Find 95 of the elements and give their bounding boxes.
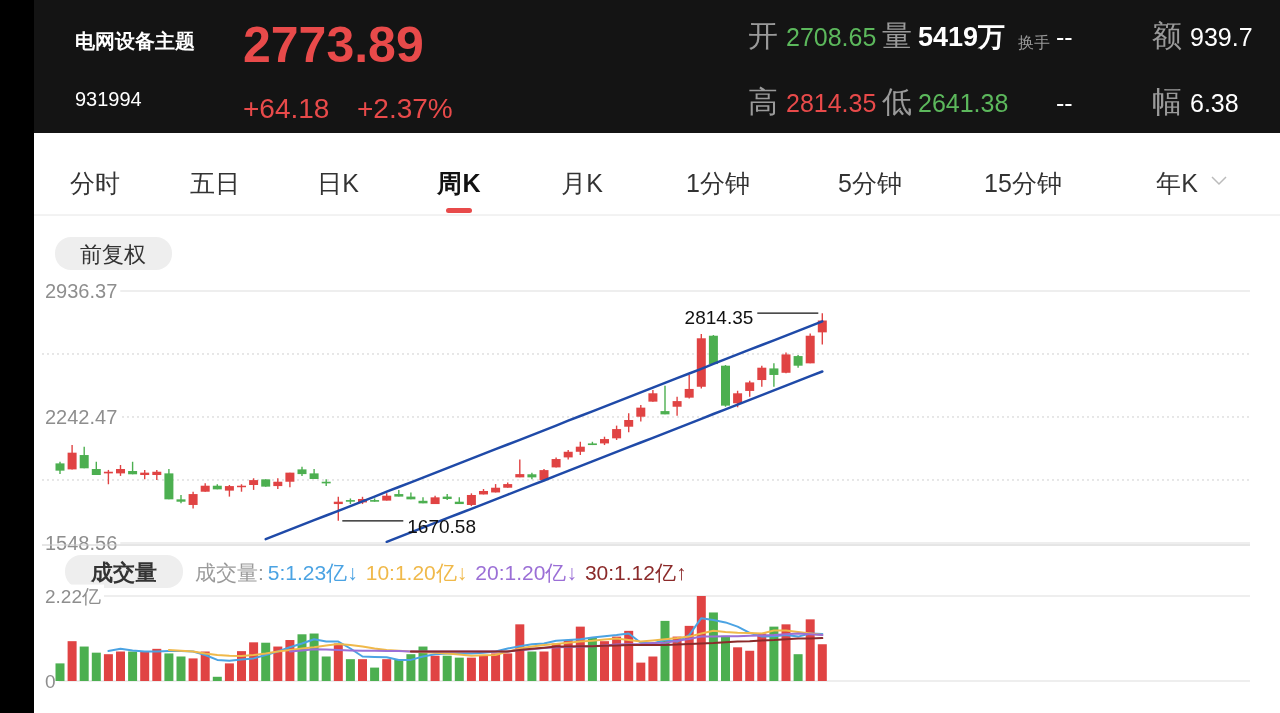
bar (479, 654, 488, 681)
text: 15分钟 (984, 169, 1062, 197)
bar (128, 651, 138, 681)
bar (745, 650, 755, 681)
bar (321, 656, 331, 681)
text: 5分钟 (838, 169, 902, 197)
text: 5419万 (918, 22, 1006, 52)
text: 2641.38 (918, 89, 1009, 117)
bar (454, 657, 464, 681)
candlestick (769, 362, 779, 388)
candlestick (672, 396, 682, 417)
line-series (107, 617, 824, 662)
text: 931994 (75, 88, 142, 110)
candlestick (660, 384, 670, 416)
text: 日K (317, 169, 360, 197)
bar (466, 657, 476, 681)
bar (55, 663, 65, 681)
bar (370, 667, 380, 681)
text: 2773.89 (243, 17, 424, 73)
bar (91, 652, 101, 681)
bar (648, 656, 658, 681)
legend-title: 成交量: (195, 561, 264, 584)
bar (442, 655, 452, 681)
text: 2814.35 (786, 89, 877, 117)
bar (805, 619, 815, 681)
candlestick (273, 477, 283, 490)
text: 分时 (70, 169, 120, 197)
y-tick-label: 1548.56 (45, 532, 118, 554)
bar (140, 651, 150, 681)
y-tick-label: 2242.47 (45, 406, 118, 428)
bar (188, 658, 198, 681)
bar (273, 646, 283, 681)
y-tick-label: 2.22亿 (45, 585, 101, 607)
line-series (385, 370, 824, 544)
text: 开 (748, 19, 778, 52)
bar (212, 676, 222, 681)
bar (224, 663, 234, 681)
text: +2.37% (357, 93, 453, 124)
text: 5:1.23亿↓ (267, 561, 358, 584)
text: 高 (748, 85, 778, 118)
bar (491, 653, 501, 681)
bar (152, 648, 162, 681)
line-series (409, 637, 824, 653)
bar (503, 653, 513, 681)
text: 前复权 (80, 242, 146, 267)
text: 额 (1152, 19, 1182, 52)
bar (358, 659, 367, 681)
text: 30:1.12亿↑ (584, 561, 687, 584)
text: -- (1056, 89, 1073, 117)
bar (721, 635, 730, 681)
bar (636, 662, 646, 681)
chart-title: 成交量 (90, 560, 157, 585)
bar (176, 656, 186, 681)
annotation: 2814.35 (684, 307, 754, 329)
bar (67, 641, 77, 681)
text: 2708.65 (786, 23, 877, 51)
text: 低 (882, 85, 912, 118)
candlestick (624, 412, 634, 434)
bar (793, 654, 803, 681)
text: 1分钟 (686, 169, 750, 197)
text: 量 (882, 19, 912, 52)
text: 月K (561, 169, 604, 197)
bar (394, 659, 404, 681)
bar (600, 641, 609, 681)
text: 电网设备主题 (75, 30, 195, 52)
bar (103, 654, 113, 681)
text: 6.38 (1190, 89, 1239, 117)
bar (817, 644, 827, 681)
bar (345, 659, 355, 681)
candlestick (67, 444, 77, 471)
bar (733, 647, 743, 681)
candlestick (515, 458, 525, 479)
text: 20:1.20亿↓ (475, 561, 577, 584)
y-tick-label: 0 (45, 670, 56, 692)
bar (515, 624, 525, 681)
text: 周K (436, 169, 481, 197)
text: -- (1056, 23, 1073, 51)
text: 10:1.20亿↓ (365, 561, 468, 584)
bar (430, 655, 440, 681)
text: 939.7 (1190, 23, 1253, 51)
y-tick-label: 2936.37 (45, 280, 118, 302)
bar (406, 654, 416, 681)
bar (164, 653, 174, 681)
text: 幅 (1152, 85, 1182, 118)
bar (382, 659, 392, 681)
bar (527, 651, 537, 681)
text: 五日 (190, 169, 240, 197)
candlestick (757, 365, 767, 388)
text: +64.18 (243, 93, 330, 124)
bar (79, 646, 89, 681)
text: 换手 (1018, 34, 1050, 51)
bar (116, 651, 125, 681)
text: 年K (1156, 169, 1199, 197)
bar (539, 651, 549, 681)
candlestick (152, 469, 162, 481)
